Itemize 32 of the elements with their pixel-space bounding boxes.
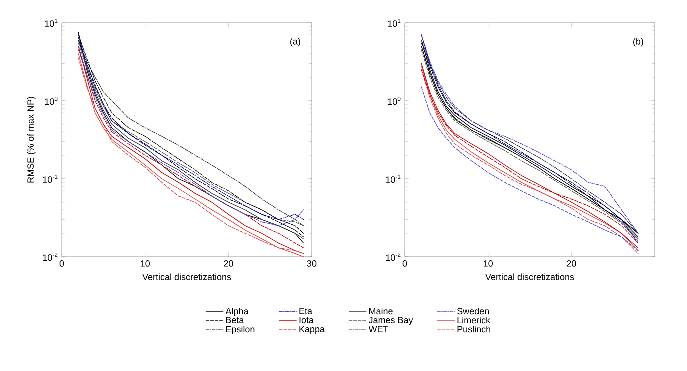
x-tick-label: 20 (567, 260, 576, 267)
y-tick-label: 10$^{-1}$ (386, 174, 401, 184)
x-axis-title: Vertical discretizations (486, 274, 574, 280)
legend-label: Limerick (458, 317, 491, 324)
y-tick-label: 10$^{1}$ (45, 18, 58, 28)
legend-label: Puslinch (458, 326, 490, 333)
y-tick-label: 10$^{0}$ (388, 96, 401, 106)
legend-label: Maine (370, 308, 393, 315)
y-tick-label: 10$^{1}$ (388, 18, 401, 28)
legend-label: Eta (300, 308, 312, 314)
legend-label: Iota (300, 317, 314, 324)
x-tick-label: 30 (307, 260, 317, 267)
y-tick-label: 10$^{-2}$ (43, 252, 58, 262)
x-tick-label: 0 (60, 260, 64, 267)
legend-label: James Bay (368, 317, 414, 326)
x-tick-label: 0 (402, 260, 408, 267)
legend-label: Alpha (226, 308, 249, 316)
legend-label: Epsilon (226, 326, 255, 334)
legend-label: WET (368, 326, 389, 332)
legend-label: Kappa (300, 326, 325, 334)
x-tick-label: 10 (141, 260, 150, 267)
x-tick-label: 10 (484, 260, 493, 267)
y-tick-label: 10$^{-1}$ (43, 174, 58, 184)
annotation: (b) (634, 38, 644, 47)
annotation: (a) (290, 38, 300, 47)
x-tick-label: 20 (224, 260, 234, 267)
y-tick-label: 10$^{-2}$ (386, 252, 401, 262)
x-axis-title: Vertical discretizations (142, 274, 232, 280)
legend-label: Sweden (457, 308, 489, 315)
legend-label: Beta (226, 317, 244, 324)
y-axis-title: RMSE (% of max NP) (27, 97, 36, 183)
y-tick-label: 10$^{0}$ (45, 96, 58, 106)
